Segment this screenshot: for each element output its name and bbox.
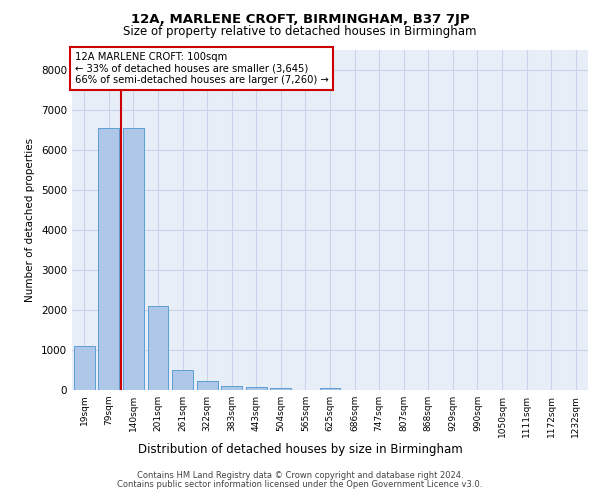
Text: 12A, MARLENE CROFT, BIRMINGHAM, B37 7JP: 12A, MARLENE CROFT, BIRMINGHAM, B37 7JP bbox=[131, 12, 469, 26]
Text: Contains public sector information licensed under the Open Government Licence v3: Contains public sector information licen… bbox=[118, 480, 482, 489]
Bar bbox=[74, 346, 95, 390]
Bar bbox=[246, 388, 267, 390]
Bar bbox=[148, 306, 169, 390]
Text: 12A MARLENE CROFT: 100sqm
← 33% of detached houses are smaller (3,645)
66% of se: 12A MARLENE CROFT: 100sqm ← 33% of detac… bbox=[74, 52, 328, 85]
Bar bbox=[98, 128, 119, 390]
Text: Contains HM Land Registry data © Crown copyright and database right 2024.: Contains HM Land Registry data © Crown c… bbox=[137, 471, 463, 480]
Bar bbox=[221, 386, 242, 390]
Y-axis label: Number of detached properties: Number of detached properties bbox=[25, 138, 35, 302]
Bar bbox=[197, 381, 218, 390]
Text: Distribution of detached houses by size in Birmingham: Distribution of detached houses by size … bbox=[137, 442, 463, 456]
Text: Size of property relative to detached houses in Birmingham: Size of property relative to detached ho… bbox=[123, 25, 477, 38]
Bar bbox=[271, 388, 292, 390]
Bar bbox=[123, 128, 144, 390]
Bar bbox=[172, 370, 193, 390]
Bar bbox=[320, 388, 340, 390]
